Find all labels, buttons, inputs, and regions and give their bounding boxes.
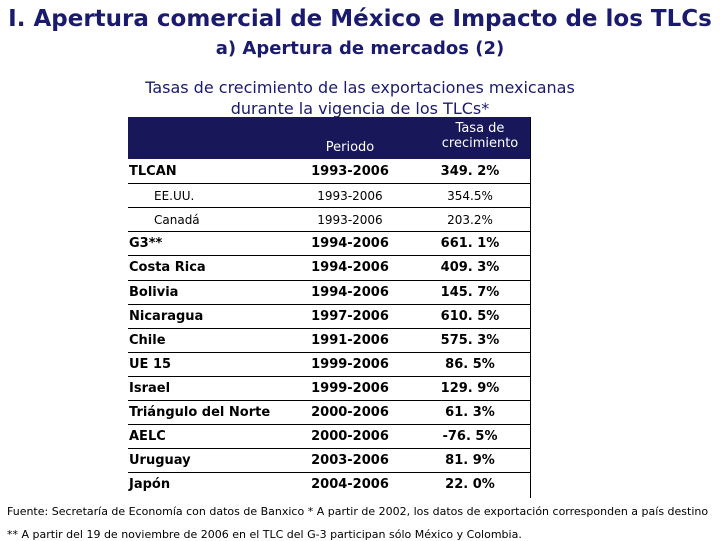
row-tasa: 61. 3% xyxy=(445,405,495,420)
table-header-band xyxy=(128,117,531,159)
table-row: Nicaragua 1997-2006 610. 5% xyxy=(120,305,531,329)
row-name: EE.UU. xyxy=(154,189,195,204)
row-divider xyxy=(128,375,531,377)
row-name: Uruguay xyxy=(129,453,191,469)
table-caption-line2: durante la vigencia de los TLCs* xyxy=(230,99,490,117)
row-name: Bolivia xyxy=(129,284,179,300)
row-name: Nicaragua xyxy=(129,308,204,324)
row-periodo: 1993-2006 xyxy=(317,189,383,204)
table-row: Uruguay 2003-2006 81. 9% xyxy=(120,449,531,473)
row-divider xyxy=(128,279,531,281)
table-row: Bolivia 1994-2006 145. 7% xyxy=(120,281,531,305)
row-periodo: 2000-2006 xyxy=(311,429,389,445)
row-tasa: 354.5% xyxy=(447,189,493,204)
row-name: Japón xyxy=(129,477,171,493)
row-tasa: 409. 3% xyxy=(440,260,500,276)
column-header-periodo: Periodo xyxy=(325,140,375,155)
row-periodo: 1994-2006 xyxy=(311,260,389,276)
row-name: UE 15 xyxy=(129,356,172,372)
table-row: Triángulo del Norte 2000-2006 61. 3% xyxy=(120,401,531,425)
table-caption-line1: Tasas de crecimiento de las exportacione… xyxy=(145,78,575,97)
row-name: Canadá xyxy=(154,213,200,228)
row-tasa: 610. 5% xyxy=(440,308,500,324)
table-row: Japón 2004-2006 22. 0% xyxy=(120,473,531,497)
table-row: TLCAN 1993-2006 349. 2% xyxy=(120,160,531,184)
row-name: AELC xyxy=(129,429,166,445)
table-row: G3** 1994-2006 661. 1% xyxy=(120,232,531,256)
row-divider xyxy=(128,207,531,209)
slide-subtitle: a) Apertura de mercados (2) xyxy=(215,38,505,59)
row-tasa: 86. 5% xyxy=(445,356,495,372)
table-right-border xyxy=(530,117,531,498)
row-periodo: 2000-2006 xyxy=(311,405,389,420)
row-tasa: 129. 9% xyxy=(440,380,500,396)
table-row: Canadá 1993-2006 203.2% xyxy=(120,208,531,232)
table-row: AELC 2000-2006 -76. 5% xyxy=(120,425,531,449)
row-tasa: 661. 1% xyxy=(440,236,500,252)
row-tasa: 81. 9% xyxy=(445,453,495,469)
row-periodo: 1997-2006 xyxy=(311,308,389,324)
row-name: Chile xyxy=(129,332,166,348)
row-name: Triángulo del Norte xyxy=(129,405,271,420)
row-tasa: 145. 7% xyxy=(440,284,500,300)
table-row: Costa Rica 1994-2006 409. 3% xyxy=(120,256,531,280)
row-divider xyxy=(128,448,531,450)
row-divider xyxy=(128,255,531,257)
row-divider xyxy=(128,472,531,474)
footer-source: Fuente: Secretaría de Economía con datos… xyxy=(7,505,709,518)
column-header-tasa-line2: crecimiento xyxy=(441,136,519,151)
row-divider xyxy=(128,231,531,233)
row-tasa: 575. 3% xyxy=(440,332,500,348)
row-name: G3** xyxy=(129,236,163,252)
table-row: UE 15 1999-2006 86. 5% xyxy=(120,353,531,377)
row-divider xyxy=(128,400,531,401)
row-divider xyxy=(128,327,531,329)
row-divider xyxy=(128,303,531,305)
column-header-tasa: Tasa de crecimiento xyxy=(410,121,550,151)
row-name: Israel xyxy=(129,380,171,396)
row-tasa: 349. 2% xyxy=(440,164,500,179)
row-tasa: -76. 5% xyxy=(442,429,498,445)
row-periodo: 1994-2006 xyxy=(311,284,389,300)
column-header-tasa-line1: Tasa de xyxy=(455,121,505,136)
row-tasa: 22. 0% xyxy=(445,477,495,493)
row-name: TLCAN xyxy=(129,164,177,179)
row-periodo: 1993-2006 xyxy=(311,164,389,179)
row-divider xyxy=(128,424,531,426)
row-periodo: 2004-2006 xyxy=(311,477,389,493)
row-periodo: 2003-2006 xyxy=(311,453,389,469)
row-name: Costa Rica xyxy=(129,260,206,276)
footer-note: ** A partir del 19 de noviembre de 2006 … xyxy=(7,528,522,541)
table-row: Chile 1991-2006 575. 3% xyxy=(120,329,531,353)
growth-table: TLCAN 1993-2006 349. 2% EE.UU. 1993-2006 354.… xyxy=(120,117,531,498)
slide-title: I. Apertura comercial de México e Impact… xyxy=(8,6,712,32)
row-periodo: 1991-2006 xyxy=(311,332,389,348)
row-periodo: 1994-2006 xyxy=(311,236,389,252)
row-periodo: 1993-2006 xyxy=(317,213,383,228)
row-divider xyxy=(128,183,531,185)
row-tasa: 203.2% xyxy=(447,213,493,228)
row-divider xyxy=(128,351,531,353)
row-periodo: 1999-2006 xyxy=(311,356,389,372)
table-row: EE.UU. 1993-2006 354.5% xyxy=(120,184,531,208)
row-periodo: 1999-2006 xyxy=(311,380,389,396)
table-row: Israel 1999-2006 129. 9% xyxy=(120,377,531,401)
